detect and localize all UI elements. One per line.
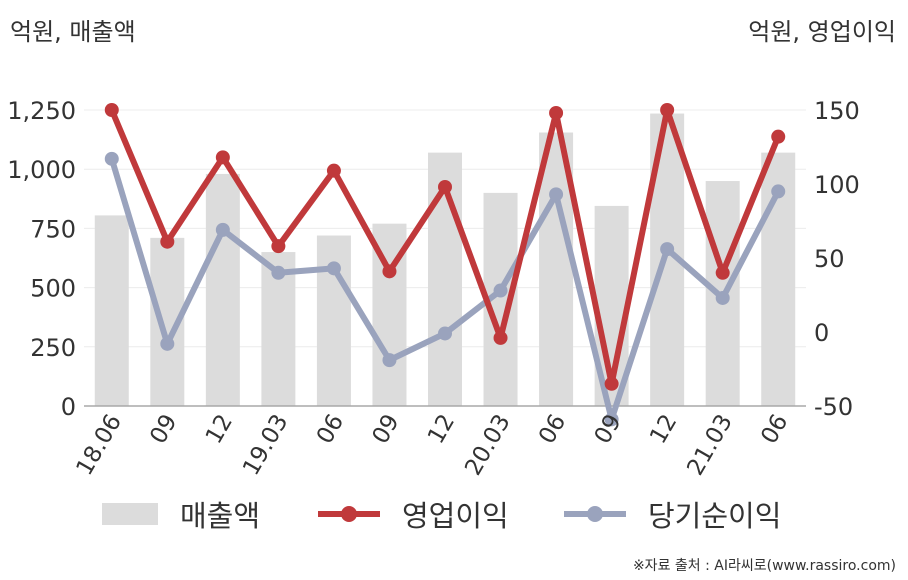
x-axis-tick-label: 09 — [368, 410, 405, 448]
operating-profit-point — [660, 103, 675, 117]
operating-profit-point — [271, 239, 286, 254]
net-income-point — [660, 242, 675, 257]
left-axis-tick-label: 1,250 — [7, 97, 76, 125]
left-axis-tick-label: 500 — [30, 275, 76, 303]
net-income-point — [604, 412, 619, 427]
x-axis-tick-label: 06 — [534, 410, 571, 448]
right-axis-tick-label: 0 — [814, 319, 829, 347]
legend-item-operating-profit: 영업이익 — [318, 492, 509, 536]
left-axis-tick-label: 0 — [61, 393, 76, 421]
right-axis-tick-label: 100 — [814, 171, 860, 199]
legend-swatch-operating-profit — [318, 503, 380, 525]
net-income-point — [438, 326, 452, 341]
net-income-point — [493, 283, 508, 298]
legend-swatch-revenue — [102, 503, 158, 525]
x-axis-tick-label: 12 — [645, 410, 682, 448]
net-income-point — [771, 184, 786, 199]
x-axis-tick-label: 12 — [201, 410, 238, 448]
operating-profit-point — [160, 234, 175, 249]
revenue-bar — [205, 173, 240, 406]
operating-profit-point — [549, 105, 564, 120]
operating-profit-point — [104, 103, 119, 117]
legend-label-operating-profit: 영업이익 — [402, 499, 509, 533]
legend-item-revenue: 매출액 — [102, 492, 260, 536]
operating-profit-point — [493, 330, 508, 345]
net-income-point — [382, 353, 397, 368]
operating-profit-point — [326, 163, 341, 178]
net-income-point — [104, 151, 119, 166]
revenue-bar — [316, 235, 351, 406]
operating-profit-point — [215, 150, 230, 165]
left-axis-tick-label: 1,000 — [7, 156, 76, 184]
net-income-point — [549, 187, 564, 202]
legend-label-revenue: 매출액 — [180, 499, 261, 533]
revenue-bar — [94, 215, 129, 406]
right-axis-unit-label: 억원, 영업이익 — [748, 18, 896, 46]
source-credit: ※자료 출처 : AI라씨로(www.rassiro.com) — [632, 558, 896, 574]
x-axis-tick-label: 06 — [756, 410, 793, 448]
x-axis-tick-label: 09 — [145, 410, 182, 448]
x-axis-tick-label: 09 — [590, 410, 627, 448]
operating-profit-point — [771, 129, 786, 144]
legend-label-net-income: 당기순이익 — [648, 499, 782, 533]
x-axis-tick-label: 06 — [312, 410, 349, 448]
operating-profit-point — [438, 179, 452, 194]
net-income-point — [715, 290, 730, 305]
net-income-point — [160, 336, 175, 351]
x-axis-tick-label: 21.03 — [682, 410, 737, 480]
x-axis-tick-label: 12 — [423, 410, 460, 448]
net-income-point — [326, 261, 341, 276]
net-income-point — [215, 222, 230, 237]
left-axis-tick-label: 250 — [30, 334, 76, 362]
operating-profit-point — [604, 376, 619, 391]
x-axis-tick-label: 20.03 — [460, 410, 515, 480]
operating-profit-point — [382, 264, 397, 279]
x-axis-tick-label: 19.03 — [238, 410, 293, 480]
legend-swatch-net-income — [564, 503, 626, 525]
left-axis-unit-label: 억원, 매출액 — [10, 18, 136, 46]
right-axis-tick-label: 150 — [814, 97, 860, 125]
left-axis-tick-label: 750 — [30, 215, 76, 243]
net-income-point — [271, 265, 286, 280]
x-axis-tick-label: 18.06 — [72, 410, 127, 480]
right-axis-tick-label: -50 — [814, 393, 853, 421]
legend-item-net-income: 당기순이익 — [564, 492, 781, 536]
operating-profit-point — [715, 265, 730, 280]
chart-legend: 매출액 영업이익 당기순이익 — [0, 492, 908, 536]
right-axis-tick-label: 50 — [814, 245, 845, 273]
